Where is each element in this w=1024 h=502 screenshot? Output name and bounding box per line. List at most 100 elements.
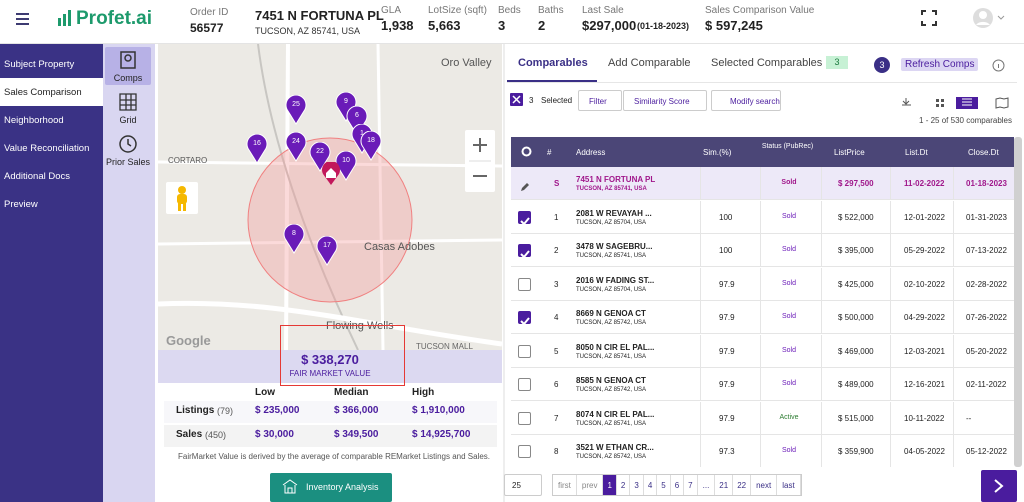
- map-label: Oro Valley: [441, 57, 492, 69]
- page-button[interactable]: last: [777, 475, 801, 495]
- stats-header: Median: [334, 387, 369, 398]
- page-button[interactable]: 6: [671, 475, 685, 495]
- next-button[interactable]: [981, 470, 1017, 502]
- stats-value: $ 349,500: [334, 429, 379, 440]
- map-pin[interactable]: 9: [335, 91, 357, 122]
- inventory-button[interactable]: Inventory Analysis: [270, 473, 392, 502]
- row-price: $ 469,000: [838, 346, 874, 356]
- row-status: Sold: [781, 246, 796, 253]
- map-pin[interactable]: 17: [316, 235, 338, 266]
- sidebar-item[interactable]: Subject Property: [0, 50, 103, 78]
- tool-icon: [124, 54, 132, 62]
- page-button[interactable]: 2: [617, 475, 631, 495]
- table-fade: [505, 467, 1024, 502]
- map-pin[interactable]: 6: [346, 105, 368, 136]
- map-base: [284, 44, 290, 350]
- map-pin[interactable]: 22: [309, 141, 331, 172]
- page-button[interactable]: 5: [657, 475, 671, 495]
- clear-selection: [512, 95, 521, 104]
- page-button[interactable]: 3: [630, 475, 644, 495]
- stats-value: $ 1,910,000: [412, 405, 465, 416]
- column-header: Close.Dt: [968, 148, 999, 157]
- row-price: $ 500,000: [838, 313, 874, 322]
- pin-shape: [246, 133, 268, 164]
- row-status: Active: [779, 413, 799, 421]
- table-row: [511, 267, 1014, 301]
- column-header: List.Dt: [905, 148, 928, 157]
- tool-icon: [117, 49, 139, 76]
- toolbar-button[interactable]: Modify search: [711, 90, 781, 111]
- pin-label: 8: [292, 230, 296, 237]
- edit-icon: [520, 179, 530, 197]
- row-price: $ 425,000: [838, 279, 874, 289]
- zoom-controls: [465, 130, 495, 192]
- menu-icon: [16, 12, 30, 31]
- page-button[interactable]: 21: [715, 475, 734, 495]
- column-header: #: [547, 148, 552, 157]
- map-pin[interactable]: 24: [285, 131, 307, 162]
- checkbox[interactable]: [518, 277, 531, 291]
- map-base: [158, 44, 502, 350]
- sidebar-item[interactable]: Value Reconciliation: [0, 134, 103, 162]
- tab-line: [507, 82, 1017, 83]
- next-arrow: [993, 479, 1005, 498]
- map-pin[interactable]: 16: [246, 133, 268, 164]
- toolbar-button[interactable]: Similarity Score: [623, 90, 707, 111]
- tool-label: Prior Sales: [105, 157, 150, 167]
- sidebar-item[interactable]: Sales Comparison: [0, 78, 103, 106]
- map-pin[interactable]: 8: [283, 223, 305, 254]
- refresh-button[interactable]: Refresh Comps: [901, 58, 979, 71]
- tool-icon: [120, 51, 136, 69]
- tool-button[interactable]: Grid: [105, 89, 151, 127]
- avatar: [973, 8, 1005, 28]
- page-button[interactable]: 4: [644, 475, 658, 495]
- street-view: [177, 194, 187, 204]
- sidebar-label: Neighborhood: [4, 115, 64, 126]
- page-button[interactable]: next: [751, 475, 778, 495]
- page-button[interactable]: 22: [733, 475, 752, 495]
- cell-divider: [953, 200, 954, 234]
- clear-selection: [510, 93, 523, 106]
- checkbox[interactable]: [518, 445, 531, 458]
- row-close_dt: 01-18-2023: [966, 179, 1007, 188]
- page-button[interactable]: prev: [577, 475, 604, 495]
- tool-button[interactable]: Prior Sales: [105, 131, 151, 169]
- row-city: TUCSON, AZ 85741, USA: [576, 253, 647, 259]
- checkbox[interactable]: [518, 378, 531, 391]
- logo-icon: [58, 10, 71, 26]
- sidebar-item[interactable]: Neighborhood: [0, 106, 103, 134]
- cell-divider: [821, 234, 822, 267]
- page-size[interactable]: 25: [504, 474, 542, 496]
- tab[interactable]: Comparables: [518, 57, 588, 69]
- page-button[interactable]: 7: [684, 475, 698, 495]
- row-num: S: [554, 179, 560, 188]
- map-pin[interactable]: 18: [360, 130, 382, 161]
- check-mark: [520, 250, 530, 259]
- checkbox[interactable]: [518, 344, 531, 358]
- sidebar-item[interactable]: Additional Docs: [0, 162, 103, 190]
- logo: Profet.ai: [76, 8, 153, 29]
- check-mark: [520, 317, 530, 326]
- toolbar-button[interactable]: Filter: [578, 90, 622, 111]
- selected-badge: 3: [826, 56, 848, 69]
- page-button[interactable]: 1: [603, 475, 617, 495]
- tab[interactable]: Add Comparable: [608, 57, 691, 69]
- page-button[interactable]: first: [553, 475, 577, 495]
- row-address: 8585 N GENOA CT: [576, 376, 646, 385]
- row-list_dt: 10-11-2022: [904, 413, 945, 423]
- map-label: Casas Adobes: [364, 241, 435, 253]
- stat-value: 1,938: [381, 18, 414, 33]
- checkbox[interactable]: [518, 411, 531, 425]
- stat-label: GLA: [381, 5, 402, 16]
- row-list_dt: 12-01-2022: [904, 212, 945, 222]
- table-header: [511, 137, 1014, 167]
- sidebar-label: Additional Docs: [4, 171, 71, 182]
- street-view: [178, 203, 181, 211]
- sidebar-item[interactable]: Preview: [0, 190, 103, 218]
- tool-button[interactable]: Comps: [105, 47, 151, 85]
- page-button[interactable]: ...: [698, 475, 716, 495]
- map-pin[interactable]: 25: [285, 94, 307, 125]
- tab[interactable]: Selected Comparables: [711, 57, 823, 69]
- tool-icon: [119, 93, 137, 111]
